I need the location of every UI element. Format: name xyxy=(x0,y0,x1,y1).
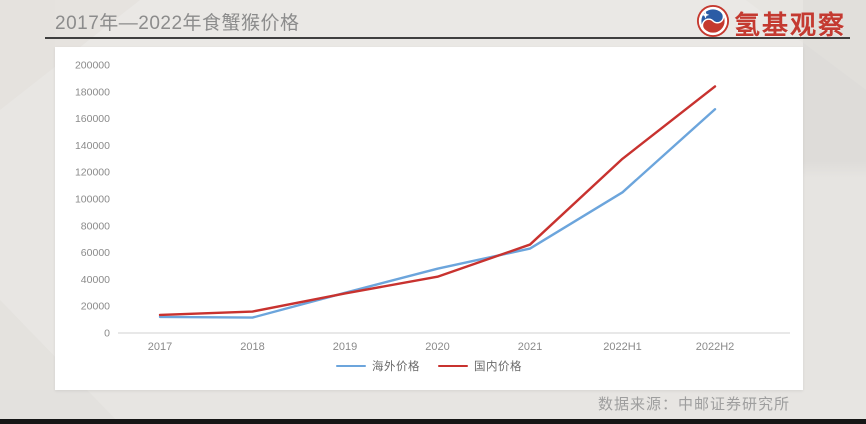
y-axis-tick-label: 20000 xyxy=(81,301,110,313)
background-texture xyxy=(803,0,866,424)
y-axis-tick-label: 160000 xyxy=(75,113,110,125)
data-source-note: 数据来源：中邮证券研究所 xyxy=(597,396,790,413)
brand-logo: 氢基观察 xyxy=(696,4,846,43)
legend-item-0: 海外价格 xyxy=(336,358,420,374)
x-axis-tick-label: 2020 xyxy=(425,341,449,353)
brand-logo-icon xyxy=(696,4,730,43)
y-axis-tick-label: 0 xyxy=(104,328,110,340)
x-axis-tick-label: 2022H1 xyxy=(603,341,642,353)
legend-swatch xyxy=(438,364,468,368)
brand-logo-text: 氢基观察 xyxy=(733,10,846,40)
y-axis-tick-label: 140000 xyxy=(75,140,110,152)
title-underline xyxy=(45,37,850,39)
y-axis-tick-label: 180000 xyxy=(75,86,110,98)
x-axis-tick-label: 2019 xyxy=(333,341,357,353)
series-line-0 xyxy=(158,108,717,319)
line-chart: 0 20000 40000 60000 80000 100000 120000 140000 1… xyxy=(75,60,790,353)
page-title: 2017年—2022年食蟹猴价格 xyxy=(55,13,300,34)
chart-legend: 海外价格 国内价格 xyxy=(55,358,803,374)
series-line-1 xyxy=(158,85,717,317)
y-axis-tick-label: 120000 xyxy=(75,167,110,179)
legend-label: 国内价格 xyxy=(474,361,522,373)
y-axis-tick-label: 80000 xyxy=(81,220,110,232)
x-axis-tick-label: 2018 xyxy=(240,341,264,353)
y-axis-tick-label: 200000 xyxy=(75,60,110,72)
x-axis-tick-label: 2021 xyxy=(518,341,542,353)
background-texture xyxy=(0,0,55,424)
bottom-accent-bar xyxy=(0,419,866,424)
legend-swatch xyxy=(336,364,366,368)
legend-label: 海外价格 xyxy=(372,361,420,373)
y-axis-tick-label: 60000 xyxy=(81,247,110,259)
chart-card: 0 20000 40000 60000 80000 100000 120000 140000 1… xyxy=(55,47,803,390)
x-axis-tick-label: 2017 xyxy=(148,341,172,353)
x-axis-tick-label: 2022H2 xyxy=(696,341,735,353)
legend-item-1: 国内价格 xyxy=(438,358,522,374)
y-axis-tick-label: 40000 xyxy=(81,274,110,286)
y-axis-tick-label: 100000 xyxy=(75,194,110,206)
